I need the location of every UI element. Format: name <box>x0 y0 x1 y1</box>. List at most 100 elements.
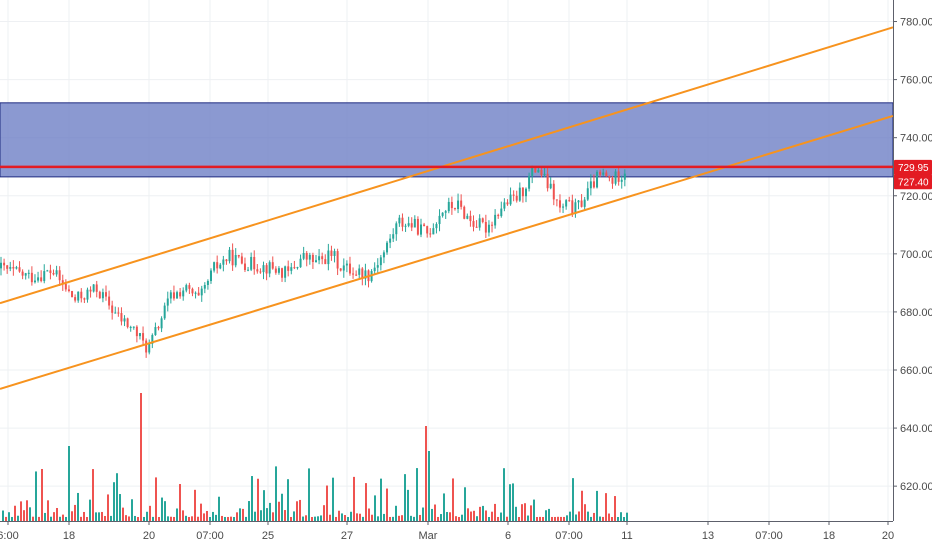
volume-bar <box>593 512 595 521</box>
volume-bar <box>515 506 517 521</box>
y-tick-label: 720.00 <box>900 191 932 203</box>
volume-bar <box>260 510 262 521</box>
candle-body <box>24 273 27 276</box>
volume-bar <box>161 497 163 521</box>
volume-bar <box>464 487 466 521</box>
volume-bar <box>416 468 418 521</box>
volume-bar <box>449 512 451 521</box>
candle-body <box>361 268 364 279</box>
volume-bar <box>224 516 226 521</box>
x-tick-label: 6 <box>505 530 511 542</box>
volume-bar <box>617 516 619 521</box>
price-badge[interactable] <box>894 174 932 190</box>
candle-body <box>213 262 216 271</box>
candle-body <box>552 183 555 200</box>
candle-body <box>160 318 163 329</box>
candle-body <box>290 267 293 271</box>
candle-body <box>416 218 419 235</box>
volume-bar <box>35 471 37 521</box>
volume-bar <box>491 511 493 521</box>
volume-bar <box>257 478 259 521</box>
candle-body <box>71 291 74 298</box>
candle-body <box>27 272 30 274</box>
candle-body <box>206 280 209 285</box>
volume-bar <box>497 516 499 521</box>
candle-body <box>586 188 589 200</box>
volume-bar <box>341 513 343 521</box>
candle-body <box>352 273 355 275</box>
volume-bar <box>326 485 328 521</box>
volume-bar <box>137 517 139 521</box>
x-tick-label: 27 <box>341 530 353 542</box>
volume-bar <box>152 516 154 521</box>
volume-bar <box>518 516 520 521</box>
candle-body <box>169 292 172 299</box>
volume-bar <box>365 483 367 521</box>
candle-body <box>191 288 194 294</box>
x-tick-label: 18 <box>823 530 835 542</box>
candle-body <box>271 262 274 269</box>
volume-bar <box>263 490 265 521</box>
candle-body <box>277 268 280 273</box>
candle-body <box>429 233 432 235</box>
candle-body <box>345 263 348 266</box>
candle-body <box>327 250 330 265</box>
candle-body <box>46 270 49 272</box>
volume-bar <box>395 505 397 521</box>
candle-body <box>512 194 515 196</box>
candle-body <box>596 171 599 188</box>
volume-bar <box>419 514 421 521</box>
candle-body <box>188 285 191 289</box>
volume-bar <box>104 515 106 521</box>
candle-body <box>321 256 324 260</box>
price-badge-label: 727.40 <box>898 177 929 188</box>
volume-bar <box>611 517 613 521</box>
channel-upper-line[interactable] <box>0 26 894 305</box>
candle-body <box>101 292 104 299</box>
candle-body <box>358 268 361 275</box>
candle-body <box>67 289 70 292</box>
candle-body <box>506 202 509 205</box>
candle-body <box>231 249 234 266</box>
candle-body <box>460 200 463 207</box>
candle-body <box>457 200 460 210</box>
candle-body <box>589 181 592 189</box>
volume-bar <box>278 501 280 521</box>
volume-bar <box>287 479 289 521</box>
volume-bar <box>296 501 298 521</box>
volume-bar <box>323 505 325 521</box>
candle-body <box>21 271 24 276</box>
volume-bar <box>158 516 160 521</box>
volume-bar <box>470 511 472 521</box>
candle-body <box>423 224 426 227</box>
volume-bar <box>134 515 136 521</box>
candle-body <box>114 312 117 314</box>
candle-body <box>135 326 138 337</box>
volume-bar <box>479 506 481 521</box>
candle-body <box>364 270 367 279</box>
channel-lines[interactable] <box>0 26 894 390</box>
candlesticks[interactable] <box>0 165 626 358</box>
candle-body <box>200 288 203 296</box>
volume-bar <box>317 516 319 521</box>
volume-bar <box>572 478 574 521</box>
channel-lower-line[interactable] <box>0 114 894 390</box>
candle-body <box>318 256 321 261</box>
candle-body <box>58 270 61 281</box>
candle-body <box>592 181 595 188</box>
candle-body <box>546 173 549 189</box>
volume-bar <box>239 508 241 521</box>
volume-bar <box>536 516 538 521</box>
candle-body <box>379 257 382 266</box>
candle-body <box>284 266 287 278</box>
candle-body <box>525 188 527 197</box>
x-tick-label: 6:00 <box>0 530 19 542</box>
volume-bar <box>353 476 355 521</box>
price-badge[interactable] <box>894 159 932 175</box>
candle-body <box>237 255 240 257</box>
candle-body <box>395 223 398 235</box>
volume-bar <box>626 512 628 521</box>
volume-bar <box>44 512 46 521</box>
